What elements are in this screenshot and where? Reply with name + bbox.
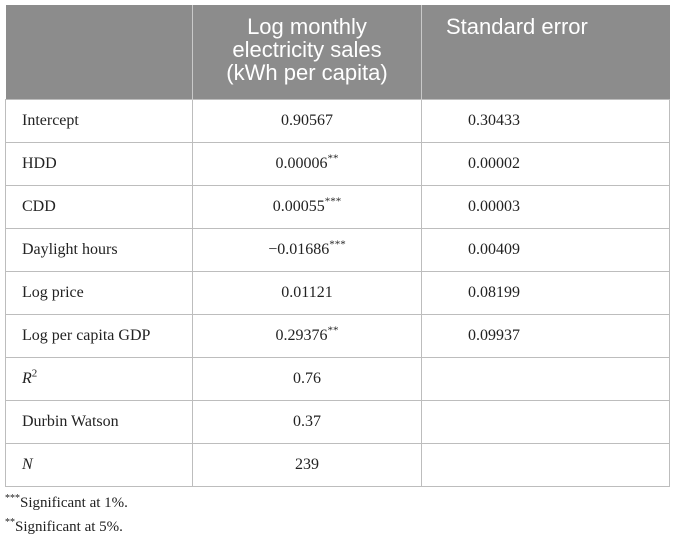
footnote: ***Significant at 1%. bbox=[5, 491, 128, 515]
row-label: N bbox=[5, 442, 193, 487]
table-row: Intercept 0.90567 0.30433 bbox=[5, 98, 670, 143]
se-cell: 0.08199 bbox=[421, 270, 670, 315]
coef-value: 0.37 bbox=[293, 412, 321, 430]
table-row: R2 0.76 bbox=[5, 356, 670, 401]
table-row: Log price 0.01121 0.08199 bbox=[5, 270, 670, 315]
significance-stars: *** bbox=[329, 238, 346, 251]
footnote-text: Significant at 5%. bbox=[15, 519, 123, 535]
row-label: Intercept bbox=[5, 98, 193, 143]
coef-value: 0.00006 bbox=[275, 154, 328, 172]
significance-stars: ** bbox=[327, 152, 339, 165]
row-label: Log price bbox=[5, 270, 193, 315]
coef-cell: 0.37 bbox=[192, 399, 422, 444]
se-cell bbox=[421, 442, 670, 487]
table-row: N 239 bbox=[5, 442, 670, 487]
se-cell: 0.30433 bbox=[421, 98, 670, 143]
coef-value: 0.01121 bbox=[281, 283, 333, 301]
coef-value: 0.29376 bbox=[275, 326, 328, 344]
coef-value: 0.00055 bbox=[272, 197, 325, 215]
header-log-sales: Log monthly electricity sales (kWh per c… bbox=[192, 5, 422, 99]
coef-value: 239 bbox=[295, 455, 319, 473]
table-row: CDD 0.00055*** 0.00003 bbox=[5, 184, 670, 229]
coef-cell: 0.29376** bbox=[192, 313, 422, 358]
footnote-marker: ** bbox=[5, 517, 15, 528]
coef-cell: 239 bbox=[192, 442, 422, 487]
coef-value: 0.90567 bbox=[281, 111, 333, 129]
table-row: Durbin Watson 0.37 bbox=[5, 399, 670, 444]
row-label: HDD bbox=[5, 141, 193, 186]
row-label: R2 bbox=[5, 356, 193, 401]
table-row: Log per capita GDP 0.29376** 0.09937 bbox=[5, 313, 670, 358]
se-cell bbox=[421, 356, 670, 401]
se-cell: 0.09937 bbox=[421, 313, 670, 358]
table-row: HDD 0.00006** 0.00002 bbox=[5, 141, 670, 186]
table-row: Daylight hours −0.01686*** 0.00409 bbox=[5, 227, 670, 272]
coef-value: −0.01686 bbox=[268, 240, 330, 258]
n-symbol: N bbox=[22, 455, 33, 473]
coef-cell: 0.00006** bbox=[192, 141, 422, 186]
coef-cell: 0.90567 bbox=[192, 98, 422, 143]
coef-cell: 0.01121 bbox=[192, 270, 422, 315]
footnote-marker: *** bbox=[5, 493, 20, 504]
row-label: Daylight hours bbox=[5, 227, 193, 272]
se-cell bbox=[421, 399, 670, 444]
footnote-text: Significant at 1%. bbox=[20, 495, 128, 511]
se-cell: 0.00409 bbox=[421, 227, 670, 272]
regression-table-container: Log monthly electricity sales (kWh per c… bbox=[5, 5, 670, 487]
r-squared-symbol: R bbox=[22, 369, 32, 387]
regression-table: Log monthly electricity sales (kWh per c… bbox=[5, 5, 670, 487]
row-label: CDD bbox=[5, 184, 193, 229]
coef-cell: 0.76 bbox=[192, 356, 422, 401]
coef-cell: −0.01686*** bbox=[192, 227, 422, 272]
coef-cell: 0.00055*** bbox=[192, 184, 422, 229]
coef-value: 0.76 bbox=[293, 369, 321, 387]
se-cell: 0.00003 bbox=[421, 184, 670, 229]
table-footnotes: ***Significant at 1%. **Significant at 5… bbox=[5, 491, 128, 539]
r-squared-exponent: 2 bbox=[31, 367, 38, 380]
row-label: Durbin Watson bbox=[5, 399, 193, 444]
significance-stars: ** bbox=[327, 324, 339, 337]
footnote: **Significant at 5%. bbox=[5, 515, 128, 539]
se-cell: 0.00002 bbox=[421, 141, 670, 186]
row-label: Log per capita GDP bbox=[5, 313, 193, 358]
header-standard-error: Standard error bbox=[421, 5, 670, 99]
header-variable bbox=[5, 5, 193, 99]
table-header-row: Log monthly electricity sales (kWh per c… bbox=[5, 5, 670, 99]
significance-stars: *** bbox=[324, 195, 342, 208]
